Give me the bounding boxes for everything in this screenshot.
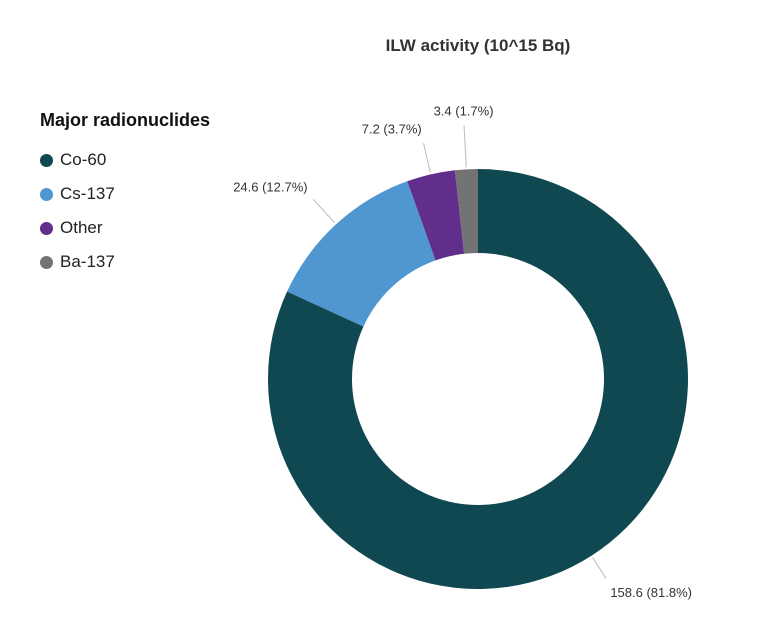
data-label: 3.4 (1.7%) (434, 103, 494, 118)
chart-title: ILW activity (10^15 Bq) (385, 36, 571, 55)
legend-swatch (40, 153, 53, 167)
data-label: 24.6 (12.7%) (233, 179, 307, 194)
legend-label: Other (60, 218, 103, 237)
legend-item-ba-137[interactable]: Ba-137 (40, 245, 210, 279)
slice-ba-137[interactable] (454, 169, 478, 254)
leader-line (463, 125, 467, 168)
legend-swatch (40, 221, 53, 235)
legend-item-other[interactable]: Other (40, 211, 210, 245)
legend-title: Major radionuclides (40, 110, 211, 130)
legend-swatch (40, 187, 53, 201)
data-label: 7.2 (3.7%) (362, 121, 422, 136)
slice-cs-137[interactable] (287, 181, 436, 327)
legend-swatch (40, 255, 53, 269)
leader-line (592, 557, 607, 579)
leader-line (423, 143, 431, 173)
legend-label: Cs-137 (60, 184, 115, 203)
data-label: 158.6 (81.8%) (610, 585, 692, 600)
legend: Major radionuclides Co-60 Cs-137 Other Ba-1… (40, 110, 210, 279)
legend-item-cs-137[interactable]: Cs-137 (40, 177, 210, 211)
legend-label: Co-60 (60, 150, 107, 169)
legend-label: Ba-137 (60, 252, 115, 271)
slice-other[interactable] (407, 170, 465, 261)
leader-line (312, 198, 336, 224)
slice-co-60[interactable] (268, 169, 689, 589)
legend-item-co-60[interactable]: Co-60 (40, 143, 210, 177)
